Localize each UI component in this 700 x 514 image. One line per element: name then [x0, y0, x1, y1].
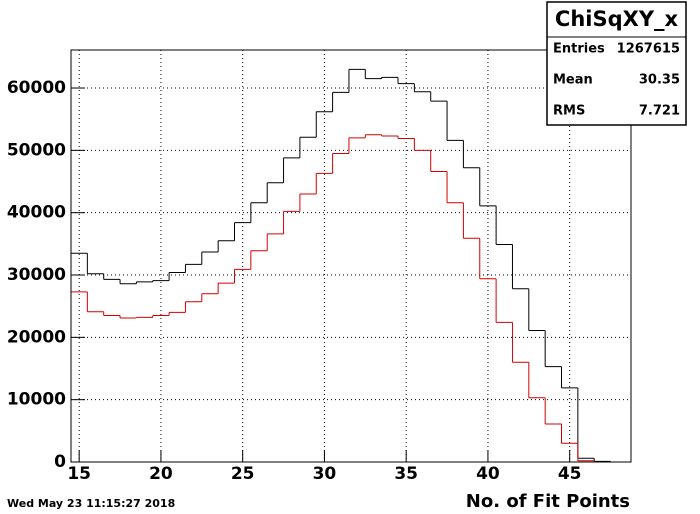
y-tick-label: 50000 — [7, 140, 66, 160]
x-axis-label: No. of Fit Points — [466, 491, 630, 512]
stats-box — [546, 1, 687, 126]
x-tick-label: 30 — [313, 464, 337, 484]
y-tick-label: 20000 — [7, 327, 66, 347]
x-tick-label: 35 — [394, 464, 418, 484]
x-tick-label: 45 — [558, 464, 582, 484]
y-tick-label: 10000 — [7, 390, 66, 410]
y-tick-label: 60000 — [7, 78, 66, 98]
y-tick-label: 0 — [54, 452, 66, 472]
x-tick-label: 15 — [67, 464, 91, 484]
y-tick-label: 30000 — [7, 265, 66, 285]
x-tick-label: 20 — [149, 464, 173, 484]
x-tick-label: 25 — [231, 464, 255, 484]
stats-value: 1267615 — [617, 42, 680, 57]
stats-value: 30.35 — [639, 73, 680, 88]
timestamp: Wed May 23 11:15:27 2018 — [7, 497, 175, 510]
stats-value: 7.721 — [639, 104, 680, 119]
stats-title: ChiSqXY_x — [555, 7, 679, 31]
plot-frame — [70, 49, 632, 463]
stats-label: Mean — [553, 73, 593, 88]
x-tick-label: 40 — [476, 464, 500, 484]
stats-label: Entries — [553, 42, 605, 57]
stats-label: RMS — [553, 104, 585, 119]
y-tick-label: 40000 — [7, 203, 66, 223]
